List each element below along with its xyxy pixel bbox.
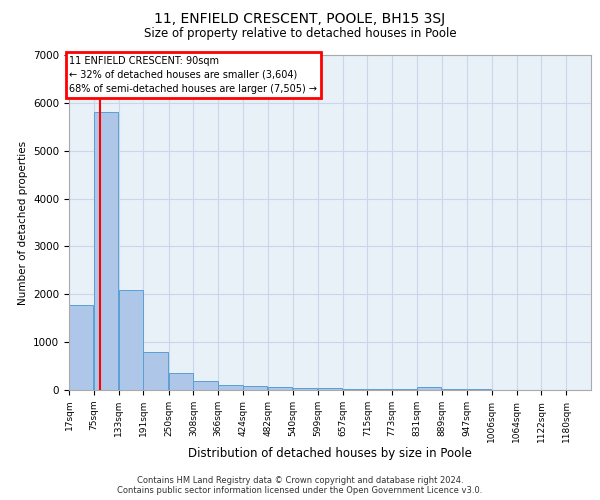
Bar [169,373,193,390]
Bar [343,388,367,390]
Bar [69,305,94,390]
Text: 11, ENFIELD CRESCENT, POOLE, BH15 3SJ: 11, ENFIELD CRESCENT, POOLE, BH15 3SJ [154,12,446,26]
Bar [293,388,317,390]
Y-axis label: Number of detached properties: Number of detached properties [17,140,28,304]
Bar [243,386,268,390]
Bar [392,389,416,390]
Bar [143,352,167,390]
Bar [268,387,292,390]
Text: Contains HM Land Registry data © Crown copyright and database right 2024.
Contai: Contains HM Land Registry data © Crown c… [118,476,482,495]
Bar [94,112,118,390]
Bar [193,380,218,390]
X-axis label: Distribution of detached houses by size in Poole: Distribution of detached houses by size … [188,448,472,460]
Bar [218,385,242,390]
Bar [119,290,143,390]
Bar [318,388,342,390]
Bar [417,386,442,390]
Text: 11 ENFIELD CRESCENT: 90sqm
← 32% of detached houses are smaller (3,604)
68% of s: 11 ENFIELD CRESCENT: 90sqm ← 32% of deta… [70,56,317,94]
Bar [367,389,392,390]
Text: Size of property relative to detached houses in Poole: Size of property relative to detached ho… [143,28,457,40]
